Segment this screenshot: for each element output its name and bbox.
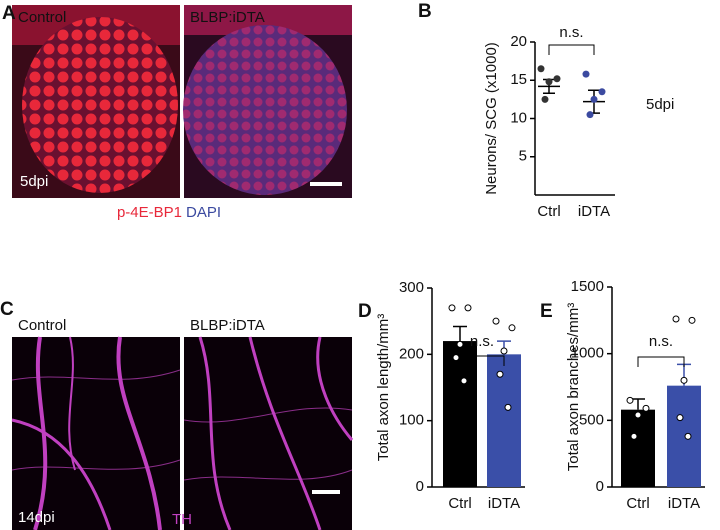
panel-label: E — [540, 301, 553, 322]
panel-label: B — [418, 1, 432, 22]
data-point — [504, 403, 512, 411]
stain-label: p-4E-BP1 — [117, 204, 182, 221]
image-c — [11, 336, 354, 530]
time-label: 5dpi — [20, 173, 48, 190]
data-point — [492, 317, 500, 325]
error-bar — [631, 398, 645, 410]
data-point — [630, 432, 638, 440]
panel-label: A — [2, 3, 16, 24]
bar — [621, 409, 655, 487]
time-label: 14dpi — [18, 509, 55, 526]
y-tick-label: 20 — [510, 33, 527, 50]
bar — [487, 354, 521, 487]
y-tick-label: 200 — [399, 345, 424, 362]
data-point — [634, 411, 642, 419]
panel-label: D — [358, 301, 372, 322]
data-point — [541, 95, 549, 103]
image-a — [12, 5, 352, 198]
data-point — [672, 315, 680, 323]
data-point — [676, 414, 684, 422]
image-label: BLBP:iDTA — [190, 317, 265, 334]
x-tick-label: iDTA — [578, 203, 610, 220]
bar — [667, 385, 701, 487]
data-point — [598, 88, 606, 96]
panel-label: C — [0, 299, 14, 320]
data-point — [582, 70, 590, 78]
data-point — [642, 404, 650, 412]
data-point — [688, 316, 696, 324]
data-point — [537, 65, 545, 73]
data-point — [452, 354, 460, 362]
x-tick-label: Ctrl — [626, 495, 649, 512]
annotation: n.s. — [649, 333, 673, 350]
data-point — [586, 111, 594, 119]
image-label: BLBP:iDTA — [190, 9, 265, 26]
significance-bracket — [637, 356, 685, 367]
data-point — [496, 370, 504, 378]
y-tick-label: 0 — [416, 478, 424, 495]
data-point — [464, 304, 472, 312]
y-tick-label: 500 — [579, 411, 604, 428]
x-tick-label: Ctrl — [537, 203, 560, 220]
data-point — [545, 78, 553, 86]
significance-bracket — [459, 355, 505, 366]
y-axis-label: Neurons/ SCG (x1000) — [483, 42, 500, 195]
data-point — [508, 324, 516, 332]
y-axis-label: Total axon branches/mm³ — [565, 303, 582, 471]
data-point — [626, 396, 634, 404]
error-bar — [453, 325, 467, 342]
y-tick-label: 300 — [399, 279, 424, 296]
data-point — [460, 377, 468, 385]
data-point — [684, 432, 692, 440]
data-point — [553, 75, 561, 83]
annotation: n.s. — [470, 333, 494, 350]
data-point — [680, 376, 688, 384]
data-point — [590, 95, 598, 103]
annotation: n.s. — [559, 24, 583, 41]
image-label: Control — [18, 9, 66, 26]
stain-label: TH — [172, 511, 192, 528]
data-point — [500, 347, 508, 355]
y-tick-label: 0 — [596, 478, 604, 495]
data-point — [456, 340, 464, 348]
y-tick-label: 5 — [519, 148, 527, 165]
data-point — [448, 304, 456, 312]
y-tick-label: 10 — [510, 109, 527, 126]
y-tick-label: 1500 — [571, 278, 604, 295]
image-label: Control — [18, 317, 66, 334]
x-tick-label: iDTA — [488, 495, 520, 512]
y-tick-label: 100 — [399, 412, 424, 429]
y-tick-label: 15 — [510, 71, 527, 88]
y-axis-label: Total axon length/mm³ — [375, 314, 392, 462]
y-tick-label: 1000 — [571, 345, 604, 362]
x-tick-label: Ctrl — [448, 495, 471, 512]
stain-label: DAPI — [186, 204, 221, 221]
significance-bracket — [548, 44, 595, 55]
x-tick-label: iDTA — [668, 495, 700, 512]
note: 5dpi — [646, 96, 674, 113]
